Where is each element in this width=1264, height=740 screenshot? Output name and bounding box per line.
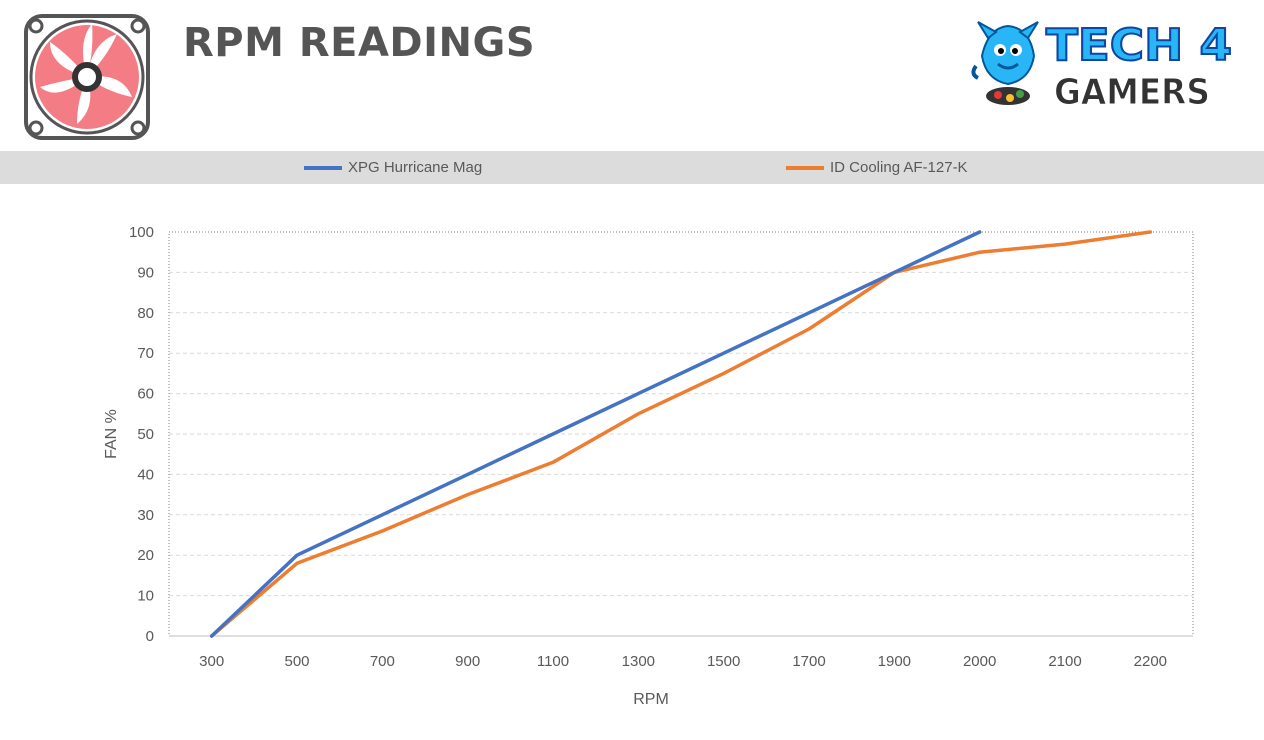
x-tick-label: 2100 — [1048, 653, 1081, 670]
y-tick-label: 0 — [146, 628, 154, 645]
y-tick-label: 20 — [137, 547, 154, 564]
y-tick-label: 30 — [137, 507, 154, 524]
x-tick-label: 1500 — [707, 653, 740, 670]
series-line-1 — [209, 230, 982, 638]
y-tick-label: 80 — [137, 305, 154, 322]
legend-label-series-1: XPG Hurricane Mag — [348, 159, 483, 176]
mascot-icon — [971, 21, 1039, 105]
series-line-2 — [209, 230, 1153, 638]
y-tick-label: 70 — [137, 345, 154, 362]
page-title: RPM READINGS — [183, 20, 536, 66]
y-axis-title: FAN % — [103, 409, 120, 459]
x-axis-title: RPM — [633, 691, 669, 708]
y-tick-label: 100 — [129, 224, 154, 241]
y-tick-label: 50 — [137, 426, 154, 443]
x-tick-label: 2000 — [963, 653, 996, 670]
fan-icon — [24, 14, 150, 140]
legend-item-series-2: ID Cooling AF-127-K — [786, 159, 968, 176]
x-tick-label: 1300 — [622, 653, 655, 670]
tech4gamers-logo: TECH 4 GAMERS — [971, 19, 1233, 111]
legend-item-series-1: XPG Hurricane Mag — [304, 159, 482, 176]
y-tick-label: 60 — [137, 386, 154, 403]
legend-swatch-series-1 — [304, 165, 342, 170]
line-chart: 0 10 20 30 40 50 60 70 80 90 100 300 500 700 900 1100 13… — [103, 224, 1194, 708]
legend-swatch-series-2 — [786, 165, 824, 170]
brand-line-2: GAMERS — [1054, 72, 1210, 111]
x-tick-label: 500 — [284, 653, 309, 670]
x-tick-label: 1100 — [537, 653, 569, 670]
chart-area: 0 10 20 30 40 50 60 70 80 90 100 300 500 700 900 1100 13… — [0, 184, 1264, 740]
y-tick-label: 40 — [137, 466, 154, 483]
x-tick-label: 1700 — [792, 653, 825, 670]
header: RPM READINGS TECH 4 GAMERS — [0, 0, 1264, 150]
y-tick-label: 90 — [137, 264, 154, 281]
x-tick-label: 2200 — [1134, 653, 1167, 670]
chart-legend: XPG Hurricane Mag ID Cooling AF-127-K — [0, 151, 1264, 184]
x-tick-label: 300 — [199, 653, 224, 670]
y-tick-label: 10 — [137, 588, 154, 605]
x-tick-label: 700 — [370, 653, 395, 670]
x-tick-label: 900 — [455, 653, 480, 670]
legend-label-series-2: ID Cooling AF-127-K — [830, 159, 968, 176]
x-tick-label: 1900 — [878, 653, 911, 670]
brand-line-1: TECH 4 — [1046, 20, 1232, 71]
